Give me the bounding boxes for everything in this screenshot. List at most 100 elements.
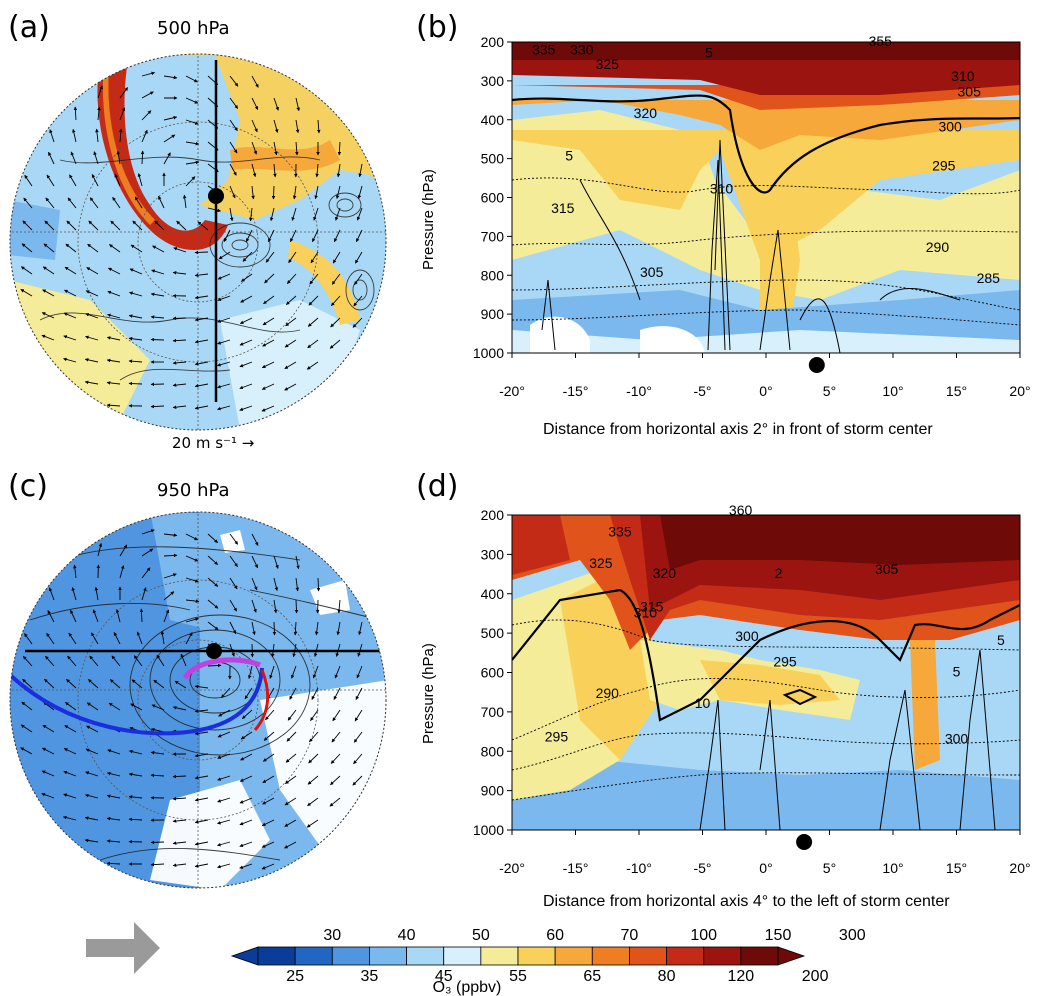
wind-vector xyxy=(185,632,193,645)
wind-vector xyxy=(194,317,209,322)
wind-vector xyxy=(72,128,77,143)
wind-vector xyxy=(229,207,234,222)
contour-label: 355 xyxy=(869,33,893,49)
wind-vector xyxy=(84,380,99,385)
panel-letter-c: (c) xyxy=(8,469,48,504)
panel-title-a: 500 hPa xyxy=(157,18,230,39)
wind-vector xyxy=(291,207,297,221)
wind-vector xyxy=(306,361,319,370)
contour-label: 360 xyxy=(729,502,753,518)
colorbar-swatch xyxy=(740,946,779,966)
wind-vector xyxy=(284,819,297,827)
contour-label: 315 xyxy=(640,598,664,614)
contour-label: 5 xyxy=(705,45,713,61)
wind-vector xyxy=(67,655,77,667)
contour-label: 295 xyxy=(773,654,797,670)
wind-vector xyxy=(273,97,279,111)
wind-vector xyxy=(44,220,55,231)
wind-vector xyxy=(163,134,176,143)
colorbar-upper-tick-label: 70 xyxy=(621,927,639,944)
wind-vector xyxy=(207,621,219,631)
wind-vector xyxy=(65,243,77,253)
colorbar-swatch xyxy=(294,946,333,966)
colorbar-swatch xyxy=(591,946,630,966)
wind-vector xyxy=(131,679,143,689)
wind-vector xyxy=(108,702,121,711)
wind-vector xyxy=(73,564,77,579)
wind-vector xyxy=(68,632,77,645)
wind-vector xyxy=(307,797,319,807)
wind-vector xyxy=(46,632,55,645)
wind-vector xyxy=(71,587,77,601)
wind-vector xyxy=(331,273,341,285)
wind-vector xyxy=(356,207,363,221)
contour-label: 300 xyxy=(735,628,759,644)
wind-vector xyxy=(333,229,341,243)
wind-vector xyxy=(218,709,231,717)
wind-vector xyxy=(314,185,319,200)
wind-vector xyxy=(163,553,178,558)
wind-vector xyxy=(70,609,77,623)
wind-vector xyxy=(20,724,33,733)
wind-vector xyxy=(352,317,363,328)
wind-vector xyxy=(172,819,187,823)
wind-vector xyxy=(134,196,143,209)
panel-letter-d: (d) xyxy=(416,469,459,504)
colorbar-lower-tick-label: 200 xyxy=(802,968,829,985)
wind-vector xyxy=(172,338,187,343)
wind-vector xyxy=(160,630,165,645)
vector-reference-label: 20 m s⁻¹ → xyxy=(172,434,255,452)
wind-vector xyxy=(172,774,187,779)
wind-vector xyxy=(129,268,143,275)
wind-vector xyxy=(229,97,239,109)
x-tick-label: -20° xyxy=(499,383,525,399)
wind-vector xyxy=(63,357,77,363)
wind-vector xyxy=(97,106,101,121)
wind-vector xyxy=(97,85,103,99)
wind-vector xyxy=(251,185,255,200)
wind-vector xyxy=(329,339,341,349)
front-magenta xyxy=(182,657,261,680)
wind-vector xyxy=(163,591,175,601)
y-tick-label: 600 xyxy=(481,665,505,681)
wind-vector xyxy=(43,243,55,253)
wind-vector xyxy=(172,706,187,711)
wind-vector xyxy=(239,775,253,782)
wind-vector xyxy=(41,334,55,341)
wind-vector xyxy=(130,244,143,253)
colorbar-lower-tick-label: 45 xyxy=(435,968,453,985)
wind-vector xyxy=(207,533,218,544)
wind-vector xyxy=(139,608,144,623)
wind-vector xyxy=(241,709,253,720)
contour-label: 315 xyxy=(551,200,575,216)
wind-vector xyxy=(130,703,143,711)
wind-vector xyxy=(330,775,341,786)
wind-vector xyxy=(174,680,187,689)
wind-vector xyxy=(163,115,178,121)
wind-vector xyxy=(229,577,238,590)
colorbar-swatch xyxy=(629,946,667,966)
wind-vector xyxy=(335,185,341,200)
wind-vector xyxy=(21,243,33,253)
wind-vector xyxy=(62,815,77,821)
wind-vector xyxy=(229,599,237,612)
wind-vector xyxy=(172,863,187,867)
wind-vector xyxy=(313,207,319,221)
x-tick-label: 20° xyxy=(1009,860,1030,876)
contour-label: 5 xyxy=(953,663,961,679)
wind-vector xyxy=(229,119,238,132)
wind-vector xyxy=(128,772,143,777)
wind-vector xyxy=(217,405,231,411)
colorbar-swatch xyxy=(517,946,556,966)
wind-vector xyxy=(63,793,77,799)
contour-label: 300 xyxy=(945,730,969,746)
y-tick-label: 200 xyxy=(481,34,505,50)
x-axis-label-b: Distance from horizontal axis 2° in fron… xyxy=(543,421,933,438)
wind-vector xyxy=(141,129,148,143)
colorbar-swatch xyxy=(369,946,407,966)
wind-vector xyxy=(172,383,187,387)
y-tick-label: 500 xyxy=(481,625,505,641)
wind-vector xyxy=(150,727,165,733)
wind-vector xyxy=(333,687,341,700)
wind-vector xyxy=(106,381,121,385)
